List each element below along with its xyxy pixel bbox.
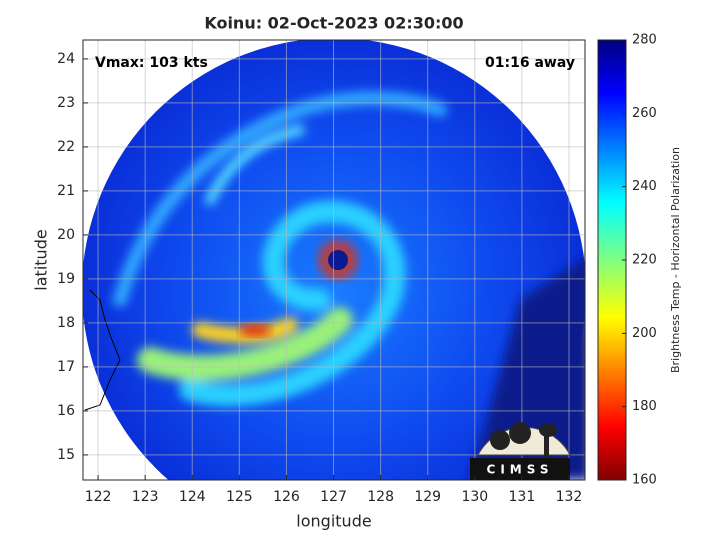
x-tick-label: 127	[320, 489, 347, 505]
y-tick-label: 18	[57, 315, 75, 331]
annotation: Vmax: 103 kts	[95, 55, 208, 71]
annotation: 01:16 away	[485, 55, 575, 71]
y-tick-label: 19	[57, 271, 75, 287]
x-tick-label: 130	[461, 489, 488, 505]
x-tick-label: 131	[509, 489, 536, 505]
y-tick-label: 16	[57, 403, 75, 419]
x-tick-label: 126	[273, 489, 300, 505]
colorbar-tick-label: 160	[632, 473, 657, 488]
colorbar-tick-label: 200	[632, 326, 657, 341]
y-tick-label: 17	[57, 359, 75, 375]
x-axis-label: longitude	[296, 512, 371, 531]
colorbar-tick-label: 280	[632, 33, 657, 48]
x-tick-label: 125	[226, 489, 253, 505]
x-tick-label: 129	[414, 489, 441, 505]
x-tick-label: 132	[556, 489, 583, 505]
y-tick-label: 20	[57, 227, 75, 243]
logo-text: CIMSS	[487, 463, 554, 477]
colorbar-tick-label: 180	[632, 399, 657, 414]
y-tick-label: 24	[57, 51, 75, 67]
chart-title: Koinu: 02-Oct-2023 02:30:00	[204, 14, 463, 33]
grid	[83, 40, 585, 480]
y-tick-label: 23	[57, 95, 75, 111]
x-tick-label: 128	[367, 489, 394, 505]
colorbar-tick-label: 220	[632, 253, 657, 268]
y-tick-label: 21	[57, 183, 75, 199]
logo: CIMSS	[470, 422, 571, 480]
y-axis-label: latitude	[32, 229, 51, 290]
colorbar	[597, 39, 627, 481]
colorbar-label: Brightness Temp - Horizontal Polarizatio…	[669, 147, 682, 373]
x-tick-label: 122	[85, 489, 112, 505]
y-tick-label: 22	[57, 139, 75, 155]
colorbar-tick-label: 240	[632, 179, 657, 194]
y-tick-label: 15	[57, 447, 75, 463]
x-tick-label: 124	[179, 489, 206, 505]
colorbar-tick-label: 260	[632, 106, 657, 121]
x-tick-label: 123	[132, 489, 159, 505]
